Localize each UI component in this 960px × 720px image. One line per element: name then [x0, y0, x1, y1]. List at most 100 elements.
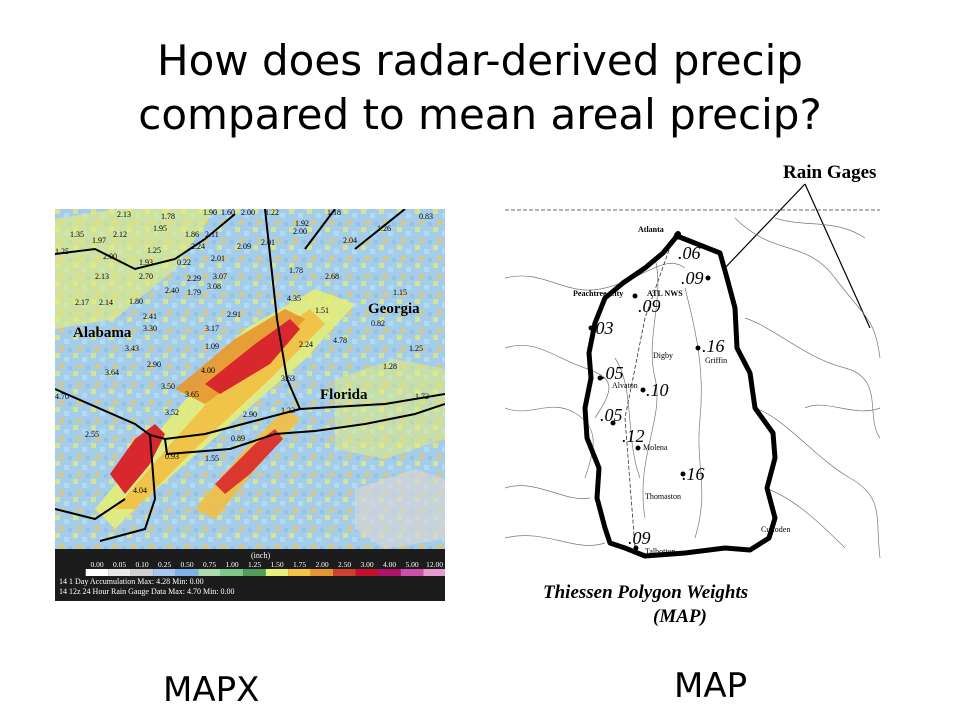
legend-swatch [310, 569, 334, 576]
mapx-radar-image: Alabama Georgia Florida 2.13 1.78 1.90 1… [54, 208, 446, 601]
rivers [504, 217, 881, 559]
gauge-value: 1.25 [409, 344, 423, 353]
legend-tick-label: 1.75 [293, 560, 306, 569]
legend-footer-line-1: 14 1 Day Accumulation Max: 4.28 Min: 0.0… [59, 577, 204, 586]
gauge-value: 1.25 [147, 246, 161, 255]
legend-tick-label: 0.50 [180, 560, 193, 569]
town-label: Digby [653, 351, 673, 360]
mapx-caption: MAPX [163, 670, 260, 710]
legend-labels: 0.00 0.05 0.10 0.25 0.50 0.75 1.00 1.25 1.50 1.75… [90, 560, 443, 569]
gauge-value: 2.09 [237, 242, 251, 251]
gauge-value: 0.89 [231, 434, 245, 443]
legend-tick-label: 0.00 [90, 560, 103, 569]
legend-swatch [333, 569, 356, 576]
slide-title: How does radar-derived precip compared t… [0, 34, 960, 142]
gauge-value: 1.35 [70, 230, 84, 239]
slide-title-line-1: How does radar-derived precip [157, 36, 803, 85]
legend-swatch [378, 569, 401, 576]
gauge-value: 0.82 [371, 319, 385, 328]
gauge-value: 1.79 [187, 288, 201, 297]
gauge-value: 3.30 [143, 324, 157, 333]
gauge-value: 1.15 [393, 288, 407, 297]
legend-swatch [130, 569, 154, 576]
legend-swatch [288, 569, 311, 576]
gauge-value: 1.09 [205, 342, 219, 351]
gauge-value: 1.78 [161, 212, 175, 221]
legend-swatches [85, 569, 446, 576]
map-footer-line-1: Thiessen Polygon Weights [543, 582, 748, 603]
gauge-value: 2.04 [343, 236, 357, 245]
gauge-value: 1.78 [289, 266, 303, 275]
gauge-value: 2.90 [243, 410, 257, 419]
gauge-value: 4.70 [55, 392, 69, 401]
gauge-value: 2.13 [117, 210, 131, 219]
legend-footer-line-2: 14 12z 24 Hour Rain Gauge Data Max: 4.70… [59, 587, 235, 596]
legend-tick-label: 3.00 [360, 560, 373, 569]
state-label-alabama: Alabama [73, 325, 132, 341]
legend-swatch [108, 569, 131, 576]
gauge-value: 0.83 [419, 212, 433, 221]
legend-tick-label: 0.05 [113, 560, 126, 569]
legend-swatch [265, 569, 289, 576]
weight-label: .06 [678, 243, 701, 263]
map-thiessen-image: Rain Gages [504, 158, 915, 638]
gauge-value: 1.28 [383, 362, 397, 371]
gauge-value: 1.23 [281, 406, 295, 415]
gauge-value: 1.92 [295, 219, 309, 228]
town-label: Alvaton [612, 381, 638, 390]
gauge-value: 2.17 [75, 298, 89, 307]
gauge-value: 2.91 [227, 310, 241, 319]
gauge-value: 1.18 [327, 209, 341, 217]
basin-polygon [582, 233, 778, 559]
gauge-value: 2.24 [299, 340, 313, 349]
mapx-map-svg: Alabama Georgia Florida 2.13 1.78 1.90 1… [54, 208, 446, 601]
gauge-value: 2.00 [241, 209, 255, 217]
gauge-value: 3.07 [213, 272, 227, 281]
legend-unit: (inch) [251, 551, 270, 560]
weight-label: .09 [628, 528, 651, 548]
legend-swatch [355, 569, 379, 576]
legend-swatch [85, 569, 109, 576]
gauge-value: 2.29 [187, 274, 201, 283]
weight-label: .10 [646, 380, 669, 400]
gauge-value: 2.11 [205, 230, 219, 239]
gauge-value: 1.60 [221, 209, 235, 217]
legend-tick-label: 1.50 [270, 560, 283, 569]
legend-tick-label: 0.10 [135, 560, 148, 569]
gauge-value: 2.70 [139, 272, 153, 281]
town-label: Talbotton [645, 547, 676, 556]
gauge-value: 1.22 [265, 209, 279, 217]
gauge-value: 4.35 [287, 294, 301, 303]
gauge-value: 3.17 [205, 324, 219, 333]
weight-label: .16 [682, 464, 705, 484]
gauge-value: 2.90 [147, 360, 161, 369]
gauge-value: 1.90 [203, 209, 217, 217]
town-label: Molena [643, 443, 668, 452]
gauge-value: 2.41 [143, 312, 157, 321]
legend-tick-label: 2.50 [338, 560, 351, 569]
gauge-value: 1.25 [55, 247, 69, 256]
gauge-value: 2.14 [99, 298, 113, 307]
gauge-value: 1.80 [129, 297, 143, 306]
gauge-value: 2.24 [191, 242, 205, 251]
gauge-value: 3.50 [161, 382, 175, 391]
legend-tick-label: 2.00 [315, 560, 328, 569]
gauge-value: 1.72 [415, 392, 429, 401]
gauge-value: 3.65 [185, 390, 199, 399]
gauge-value: 3.52 [165, 408, 179, 417]
gauge-values: 2.13 1.78 1.90 1.60 2.00 1.22 1.18 0.83 … [55, 208, 433, 495]
gauge-value: 2.01 [261, 238, 275, 247]
gauge-value: 3.43 [125, 344, 139, 353]
legend-swatch [153, 569, 176, 576]
slide-title-line-2: compared to mean areal precip? [138, 90, 822, 139]
thiessen-weights: .06 .09 .09 .03 .16 .05 .10 .05 .12 .16 … [591, 243, 725, 548]
gauge-value: 2.13 [95, 272, 109, 281]
legend-swatch [423, 569, 446, 576]
gauge-value: 1.95 [153, 224, 167, 233]
legend-tick-label: 4.00 [383, 560, 396, 569]
weight-label: .16 [702, 336, 725, 356]
weight-label: .09 [681, 268, 704, 288]
legend-swatch [400, 569, 424, 576]
gauge-value: 1.51 [315, 306, 329, 315]
legend-tick-label: 5.00 [405, 560, 418, 569]
